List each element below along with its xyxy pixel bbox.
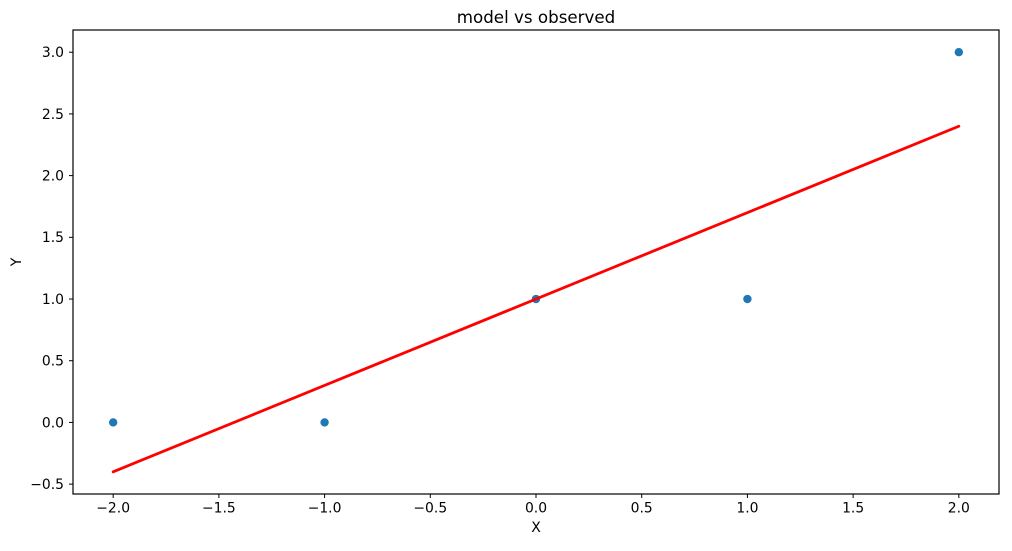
- x-tick-label: 0.5: [631, 501, 653, 517]
- x-tick-label: 2.0: [948, 501, 970, 517]
- observed-point: [320, 418, 329, 427]
- chart-title: model vs observed: [457, 7, 616, 27]
- y-axis-label: Y: [9, 257, 25, 267]
- observed-point: [743, 294, 752, 304]
- plot-area: [72, 29, 1000, 495]
- x-tick-label: −2.0: [96, 501, 130, 517]
- x-tick-label: 1.0: [736, 501, 758, 517]
- ticks-layer: −2.0 −1.5 −1.0 −0.5 0.0 0.5 1.0 1.5 2.0 −0.5 0.0 0.…: [30, 45, 970, 516]
- y-tick-label: 2.5: [42, 107, 64, 123]
- x-tick-label: −0.5: [413, 501, 447, 517]
- x-tick-label: 1.5: [842, 501, 864, 517]
- model-line: [111, 124, 961, 474]
- y-tick-label: 1.0: [42, 292, 64, 308]
- y-tick-label: 1.5: [42, 230, 64, 246]
- x-tick-label: −1.0: [308, 501, 342, 517]
- observed-point: [954, 48, 964, 57]
- y-tick-label: 0.5: [42, 354, 64, 370]
- x-axis-label: X: [531, 520, 541, 536]
- x-tick-label: 0.0: [525, 501, 547, 517]
- y-tick-label: 0.0: [42, 415, 64, 431]
- y-tick-label: 3.0: [42, 45, 64, 61]
- observed-point: [108, 418, 118, 427]
- series-layer: [108, 48, 964, 474]
- x-tick-label: −1.5: [202, 501, 236, 517]
- y-tick-label: −0.5: [30, 477, 64, 493]
- y-tick-label: 2.0: [42, 169, 64, 185]
